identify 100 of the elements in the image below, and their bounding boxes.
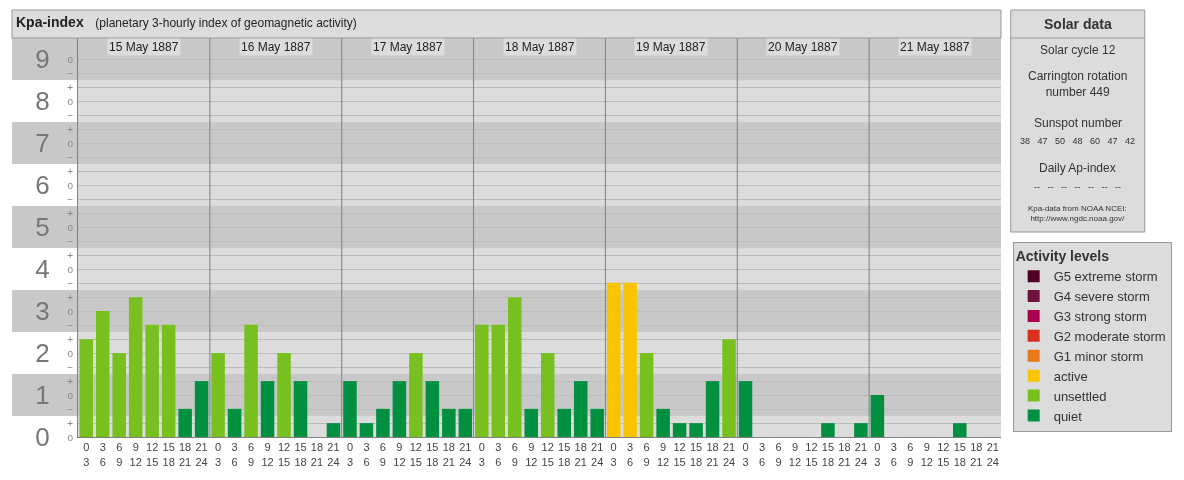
bar	[442, 408, 456, 437]
x-tick-label: 15 18	[558, 441, 571, 468]
text: Carrington rotation number 449	[1028, 69, 1128, 99]
x-tick-label: 18 21	[310, 441, 324, 468]
y-tick-label: 3	[35, 296, 50, 327]
bar	[359, 423, 374, 437]
category-label: o	[67, 221, 73, 233]
legend-label: active	[1053, 368, 1088, 384]
y-tick-label: 9	[35, 44, 50, 75]
category-label: o	[67, 305, 73, 317]
category-label: +	[67, 333, 73, 345]
x-tick-label: 21 24	[459, 441, 472, 468]
y-tick-label: 5	[35, 212, 50, 243]
text: Sunspot number	[1034, 116, 1123, 130]
bar	[540, 353, 555, 437]
category-label: o	[67, 263, 73, 275]
bar	[557, 408, 571, 437]
bar	[524, 408, 539, 437]
x-tick-label: 3 6	[758, 441, 766, 468]
x-tick-label: 15 18	[689, 441, 703, 468]
bar	[738, 381, 753, 437]
annotation: 15 May 1887	[109, 40, 179, 54]
y-tick-label: 0	[35, 422, 50, 453]
y-tick-label: 1	[35, 380, 50, 411]
category-label: o	[67, 431, 73, 443]
category-label: −	[67, 403, 73, 415]
category-label: +	[67, 417, 73, 429]
x-tick-label: 15 18	[162, 441, 175, 468]
category-label: +	[67, 123, 73, 135]
x-tick-label: 18 21	[442, 441, 455, 468]
x-tick-label: 6 9	[643, 441, 650, 468]
bar	[194, 381, 209, 437]
bar	[343, 381, 357, 437]
bar	[79, 339, 93, 437]
x-tick-label: 3 6	[99, 441, 106, 468]
chart-subtitle: (planetary 3-hourly index of geomagnetic activity)	[95, 15, 357, 30]
bar	[145, 324, 159, 437]
x-tick-label: 15 18	[294, 441, 307, 468]
category-label: o	[67, 137, 73, 149]
x-tick-label: 21 24	[722, 441, 736, 468]
annotation: 18 May 1887	[505, 40, 575, 54]
annotation: 19 May 1887	[636, 40, 706, 54]
bar	[161, 324, 176, 437]
x-tick-label: 6 9	[775, 441, 782, 468]
category-label: +	[67, 207, 73, 219]
x-tick-label: 0 3	[346, 441, 354, 468]
bar	[854, 423, 868, 437]
category-label: +	[67, 81, 73, 93]
x-tick-label: 12 15	[146, 441, 159, 468]
x-tick-label: 6 9	[379, 441, 386, 468]
y-tick-label: 8	[35, 86, 50, 117]
bar	[376, 408, 390, 437]
x-tick-label: 18 21	[179, 441, 192, 468]
x-tick-label: 18 21	[574, 441, 587, 468]
x-tick-label: 21 24	[591, 441, 604, 468]
x-tick-label: 9 12	[261, 441, 274, 468]
text: Solar cycle 12	[1040, 43, 1116, 57]
x-tick-label: 6 9	[907, 441, 914, 468]
bar	[639, 353, 654, 437]
x-tick-label: 0 3	[742, 441, 749, 468]
bar	[722, 339, 736, 437]
x-tick-label: 9 12	[788, 441, 802, 468]
x-tick-label: 6 9	[116, 441, 123, 468]
x-tick-label: 21 24	[854, 441, 868, 468]
bar	[227, 408, 242, 437]
x-tick-label: 12 15	[673, 441, 686, 468]
x-tick-label: 15 18	[426, 441, 439, 468]
x-tick-label: 3 6	[363, 441, 370, 468]
x-tick-label: 12 15	[277, 441, 291, 468]
category-label: −	[67, 235, 73, 247]
x-tick-label: 15 18	[953, 441, 966, 468]
x-tick-label: 3 6	[627, 441, 634, 468]
y-tick-label: 4	[35, 254, 50, 285]
bar	[211, 353, 225, 437]
bar	[590, 408, 604, 437]
bar	[178, 408, 192, 437]
bar	[475, 324, 489, 437]
bar	[112, 353, 126, 437]
x-tick-label: 9 12	[129, 441, 142, 468]
x-tick-label: 21 24	[327, 441, 340, 468]
legend-label: G3 strong storm	[1053, 309, 1147, 325]
x-tick-label: 3 6	[231, 441, 238, 468]
x-tick-label: 12 15	[409, 441, 423, 468]
category-label: +	[67, 375, 73, 387]
y-tick-label: 2	[35, 338, 50, 369]
bar	[425, 381, 440, 437]
text: Kpa-data from NOAA NCEI: http://www.ngdc.noaa.gov/	[1028, 204, 1127, 224]
x-tick-label: 0 3	[215, 441, 222, 468]
legend-label: quiet	[1053, 408, 1083, 424]
bar	[392, 381, 407, 437]
x-tick-label: 12 15	[541, 441, 554, 468]
bar	[458, 408, 473, 437]
category-label: −	[67, 361, 73, 373]
annotation: 16 May 1887	[241, 40, 311, 54]
bar	[623, 282, 637, 437]
category-label: +	[67, 291, 73, 303]
bar	[953, 423, 967, 437]
category-label: o	[67, 95, 73, 107]
x-tick-label: 12 15	[805, 441, 818, 468]
annotation: 21 May 1887	[900, 40, 970, 54]
